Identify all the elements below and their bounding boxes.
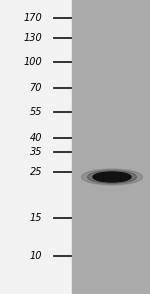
Text: 70: 70 <box>30 83 42 93</box>
Text: 55: 55 <box>30 107 42 117</box>
Bar <box>72 0 150 294</box>
Text: 15: 15 <box>30 213 42 223</box>
Text: 100: 100 <box>23 57 42 67</box>
Text: 35: 35 <box>30 147 42 157</box>
Ellipse shape <box>82 169 142 185</box>
Ellipse shape <box>93 172 131 182</box>
Bar <box>0 0 72 294</box>
Text: 25: 25 <box>30 167 42 177</box>
Text: 130: 130 <box>23 33 42 43</box>
Text: 40: 40 <box>30 133 42 143</box>
Text: 10: 10 <box>30 251 42 261</box>
Ellipse shape <box>87 171 137 183</box>
Text: 170: 170 <box>23 13 42 23</box>
